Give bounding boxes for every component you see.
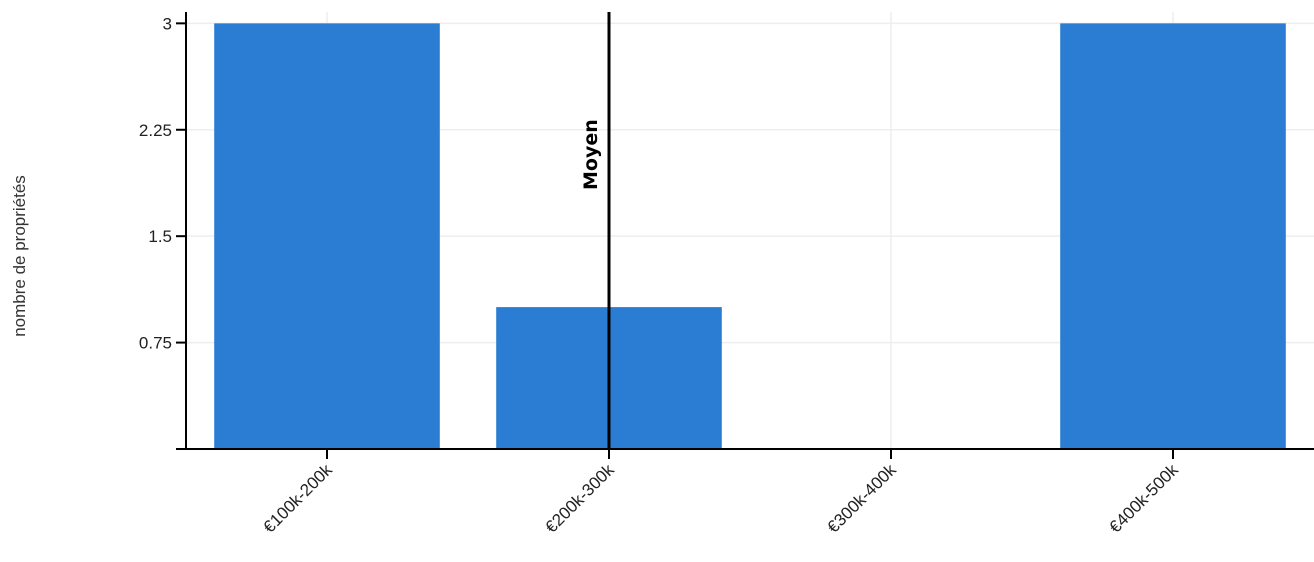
- y-tick-label: 2.25: [139, 121, 172, 140]
- x-tick-label: €300k-400k: [824, 460, 901, 537]
- x-tick-label: €200k-300k: [542, 460, 619, 537]
- y-tick-label: 1.5: [148, 227, 172, 246]
- x-tick-label: €100k-200k: [260, 460, 337, 537]
- bar-4: [1060, 23, 1286, 450]
- x-tick-label: €400k-500k: [1106, 460, 1183, 537]
- y-tick-label: 3: [163, 14, 172, 33]
- reference-line-group: Moyen: [580, 12, 611, 449]
- mean-reference-label: Moyen: [580, 119, 602, 190]
- y-tick-label: 0.75: [139, 334, 172, 353]
- bar-1: [214, 23, 440, 450]
- y-axis-title: nombre de propriétés: [10, 175, 29, 337]
